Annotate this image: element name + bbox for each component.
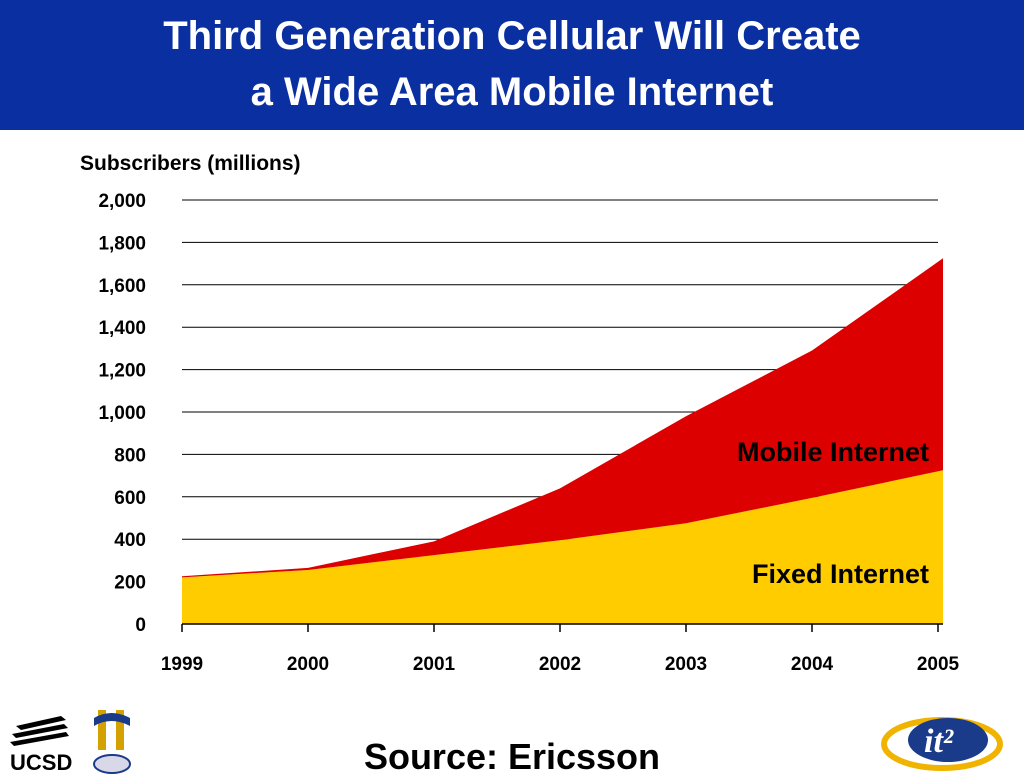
series-label-mobile-internet: Mobile Internet — [737, 437, 929, 467]
ucsd-stripes-icon — [10, 716, 69, 746]
ucsd-logo-text: UCSD — [10, 750, 72, 775]
area-fixed-internet — [182, 470, 943, 624]
it2-logo-text: it² — [924, 723, 954, 760]
x-tick-label: 2003 — [665, 654, 707, 675]
page-title-line-2: a Wide Area Mobile Internet — [250, 70, 774, 114]
y-tick-label: 200 — [114, 573, 146, 594]
axis-labels: 0 200 400 600 800 1,000 1,200 1,400 1,600 1,800 2,… — [98, 191, 959, 675]
x-tick-label: 2001 — [413, 654, 456, 675]
it2-logo: it² — [881, 717, 1003, 771]
y-tick-label: 600 — [114, 488, 146, 509]
area-mobile-internet — [182, 258, 943, 578]
x-tick-label: 2005 — [917, 654, 960, 675]
ucsd-logo: UCSD — [10, 710, 131, 775]
x-tick-label: 2004 — [791, 654, 834, 675]
it2-disc-icon — [908, 718, 988, 762]
y-tick-label: 1,200 — [98, 361, 146, 382]
y-tick-label: 1,600 — [98, 276, 146, 297]
page-title-line-1: Third Generation Cellular Will Create — [163, 14, 861, 58]
y-tick-label: 400 — [114, 530, 146, 551]
title-banner: Third Generation Cellular Will Create a … — [0, 0, 1024, 130]
series-label-fixed-internet: Fixed Internet — [752, 559, 929, 589]
x-tick-label: 2002 — [539, 654, 581, 675]
area-chart: 0 200 400 600 800 1,000 1,200 1,400 1,600 1,800 2,… — [98, 191, 959, 675]
x-tick-label: 1999 — [161, 654, 203, 675]
source-caption: Source: Ericsson — [363, 736, 661, 777]
y-tick-label: 1,800 — [98, 233, 146, 254]
area-series — [182, 258, 943, 624]
x-tick-label: 2000 — [287, 654, 329, 675]
y-tick-label: 0 — [135, 615, 146, 636]
y-axis-title: Subscribers (millions) — [80, 152, 301, 175]
uc-seal-icon — [93, 710, 131, 774]
x-axis — [181, 623, 943, 632]
y-tick-label: 800 — [114, 445, 146, 466]
y-tick-label: 2,000 — [98, 191, 146, 212]
y-tick-label: 1,000 — [98, 403, 146, 424]
y-tick-label: 1,400 — [98, 318, 146, 339]
